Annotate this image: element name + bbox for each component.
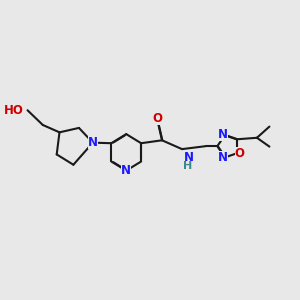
Text: HO: HO [4, 104, 23, 117]
Text: O: O [153, 112, 163, 125]
Text: N: N [218, 128, 228, 142]
Text: N: N [183, 151, 194, 164]
Text: O: O [235, 147, 245, 160]
Text: N: N [121, 164, 131, 177]
Text: H: H [183, 161, 193, 171]
Text: N: N [88, 136, 98, 149]
Text: N: N [218, 151, 228, 164]
